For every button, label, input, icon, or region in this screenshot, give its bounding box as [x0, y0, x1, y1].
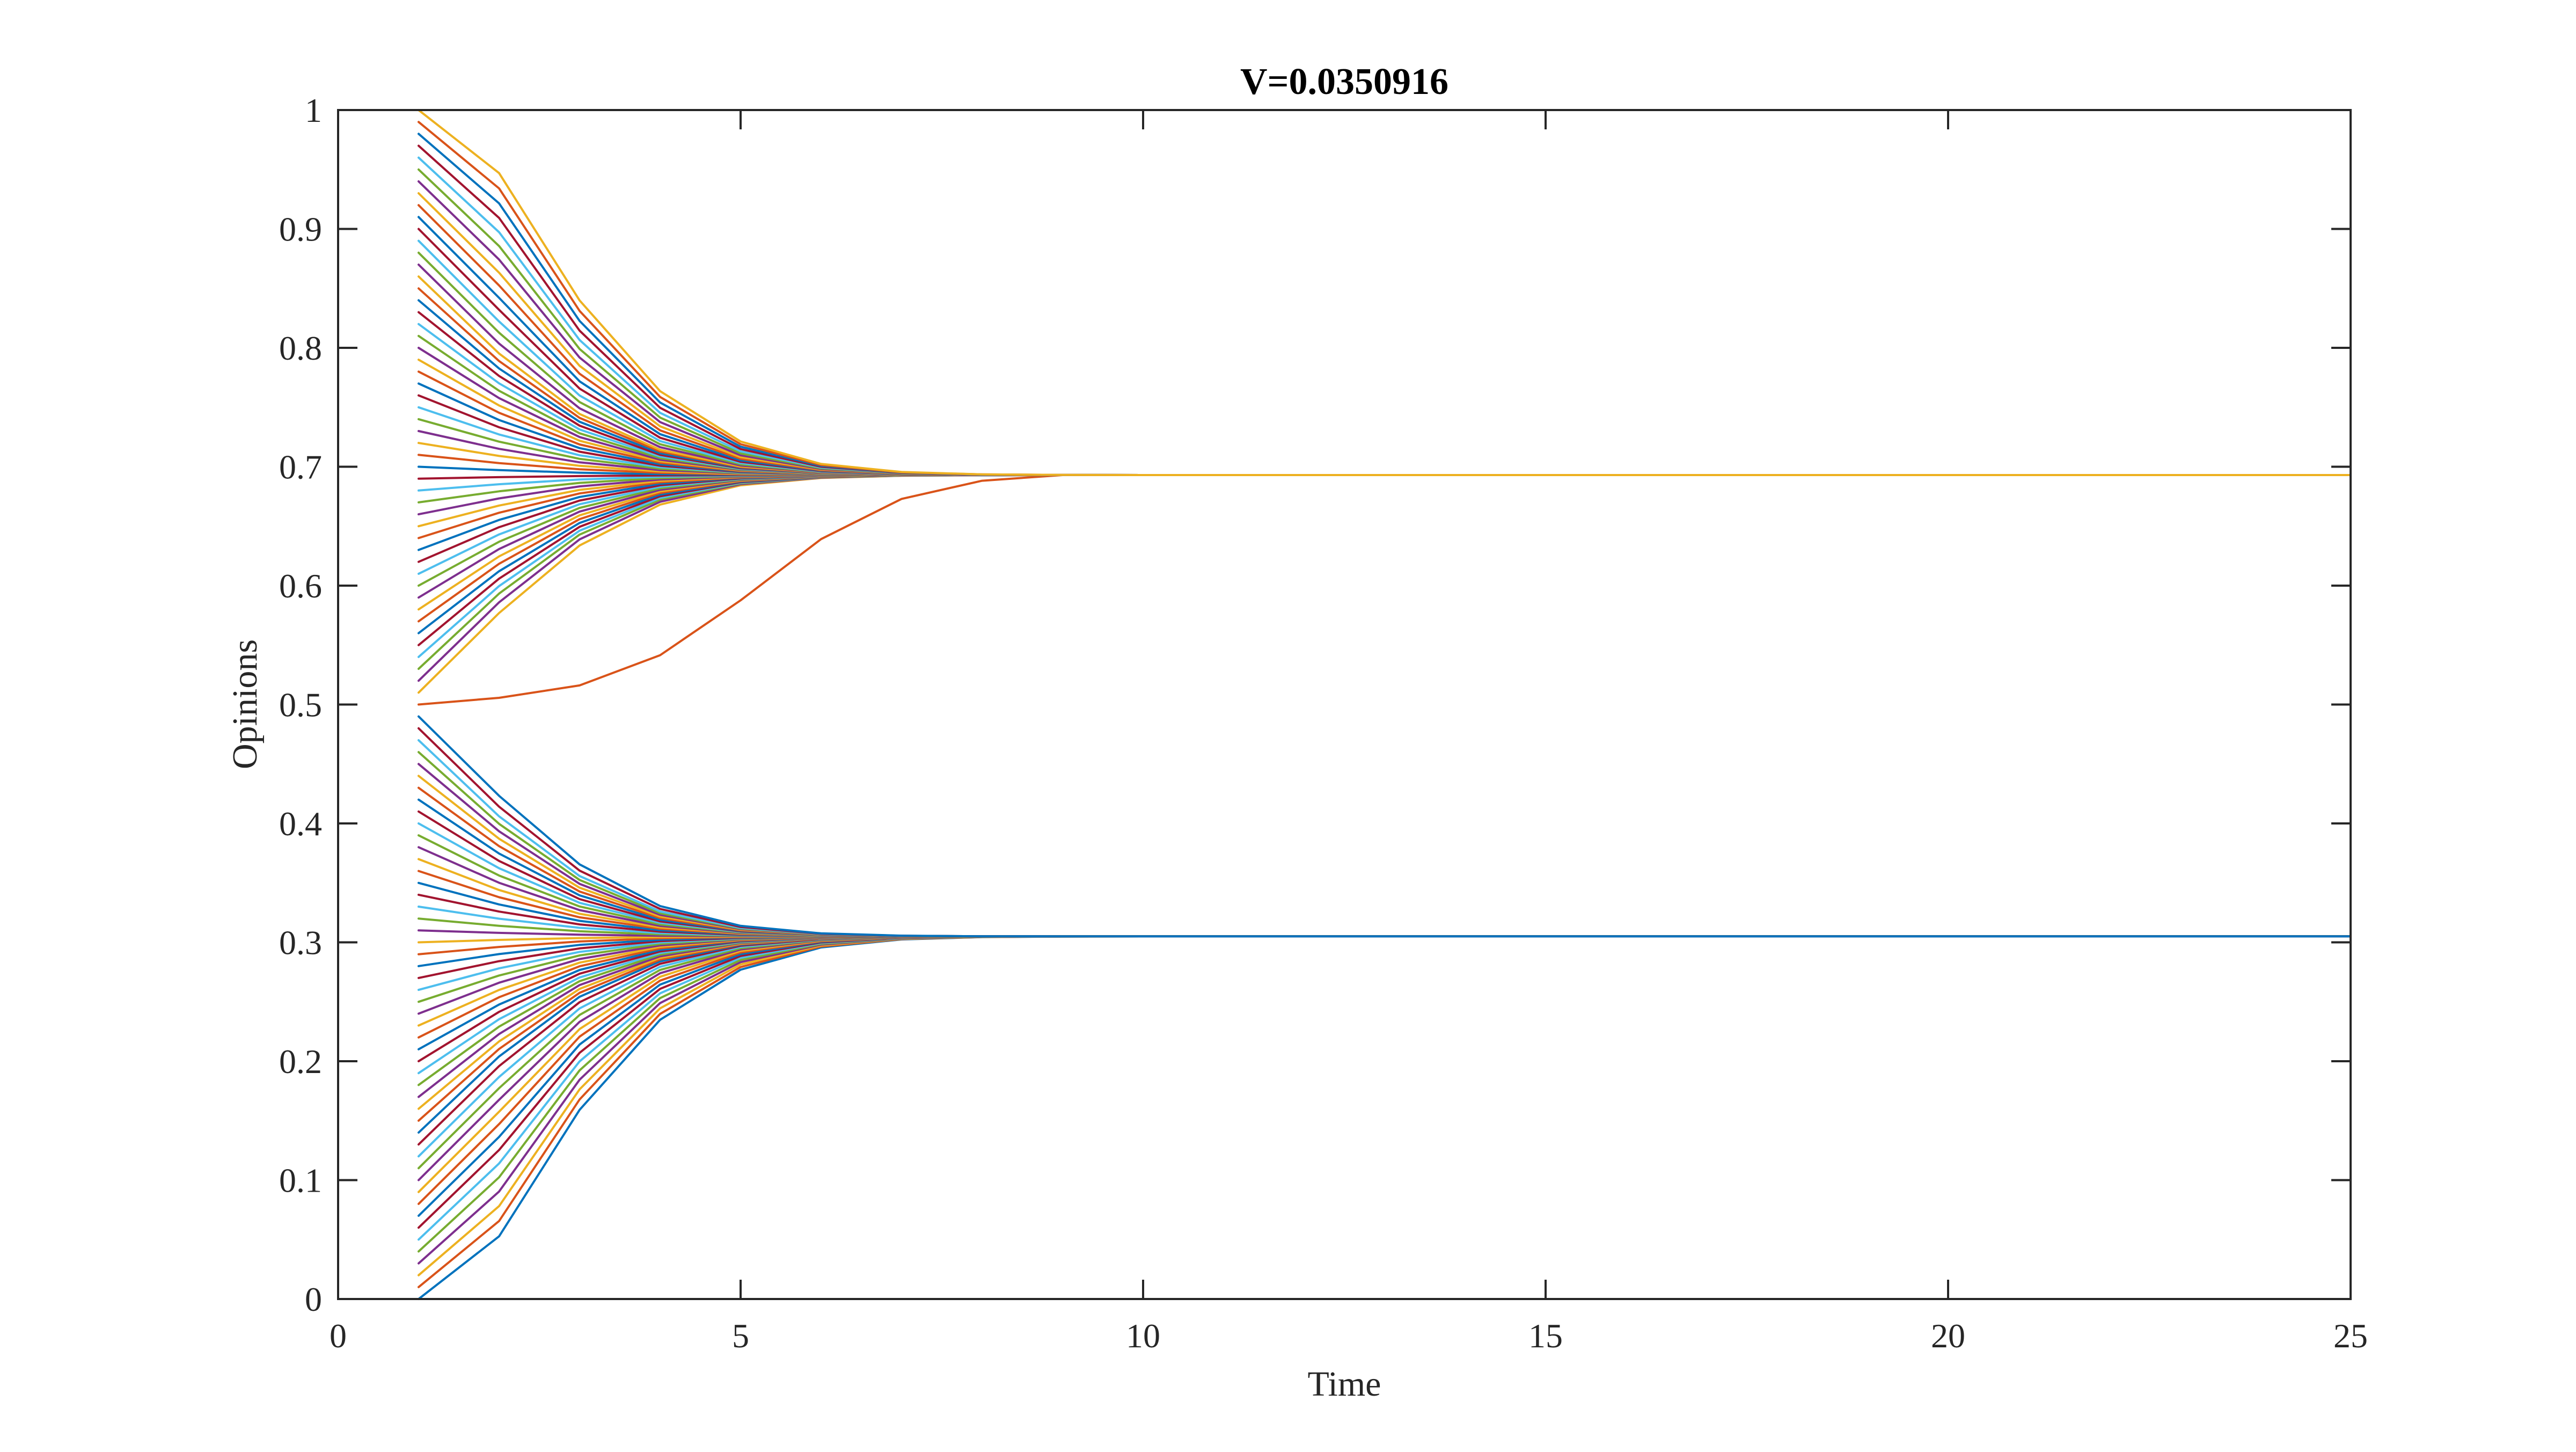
y-tick-label: 0.9: [279, 210, 322, 249]
x-tick-label: 0: [330, 1317, 347, 1355]
x-tick-label: 10: [1126, 1317, 1160, 1355]
y-tick-label: 0: [305, 1280, 322, 1318]
x-tick-label: 20: [1931, 1317, 1965, 1355]
y-tick-label: 1: [305, 91, 322, 129]
series-layer: [418, 109, 2352, 1300]
y-tick-label: 0.1: [279, 1162, 322, 1200]
opinion-series-line: [418, 715, 2352, 938]
opinion-series-line: [418, 109, 2352, 476]
x-tick-label: 25: [2333, 1317, 2368, 1355]
y-tick-label: 0.6: [279, 567, 322, 605]
y-axis-label: Opinions: [225, 639, 265, 769]
y-tick-label: 0.7: [279, 448, 322, 486]
y-tick-label: 0.2: [279, 1042, 322, 1081]
y-tick-label: 0.8: [279, 329, 322, 367]
x-axis-label: Time: [1308, 1365, 1381, 1404]
chart-title: V=0.0350916: [1240, 61, 1448, 103]
y-tick-label: 0.5: [279, 686, 322, 724]
x-tick-label: 5: [732, 1317, 749, 1355]
x-tick-label: 15: [1528, 1317, 1563, 1355]
y-tick-label: 0.4: [279, 805, 322, 843]
y-tick-label: 0.3: [279, 924, 322, 962]
tick-layer: 0 5 10 15 20 25 0 0.1 0.2 0.3 0.4 0.5 0.6 0.7 0.8 0.9 1: [279, 91, 2368, 1355]
